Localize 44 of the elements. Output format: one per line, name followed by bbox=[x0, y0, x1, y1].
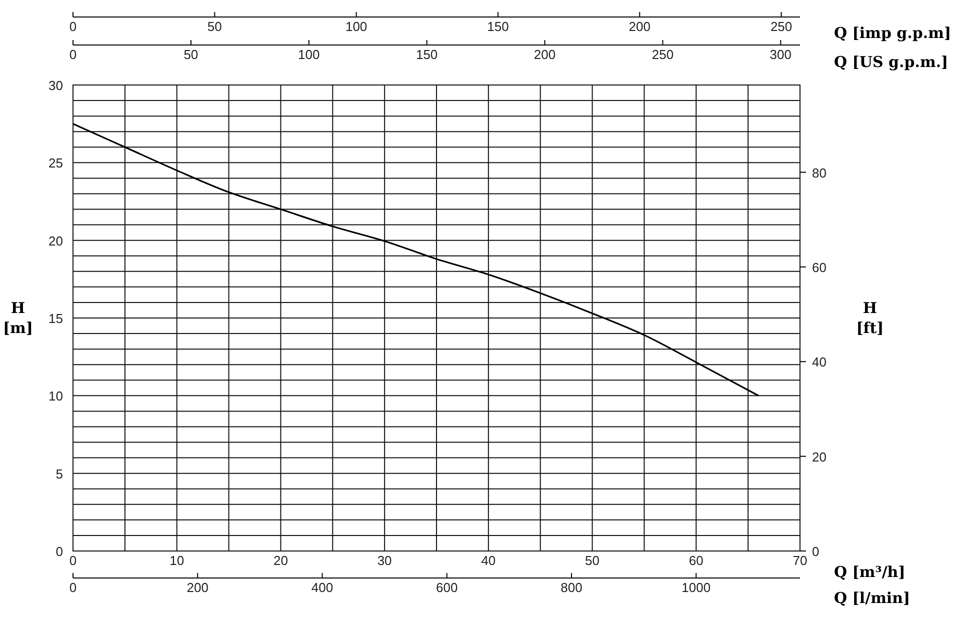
x2-tick-label: 200 bbox=[534, 47, 556, 62]
x2-axis-title: Q [imp g.p.m] bbox=[834, 24, 952, 42]
y2-tick-label: 20 bbox=[812, 449, 826, 464]
x2-tick-label: 50 bbox=[184, 47, 198, 62]
x-tick-label: 60 bbox=[688, 553, 704, 568]
y2-tick-label: 60 bbox=[812, 260, 826, 275]
y-axis-title: H [m] bbox=[2, 299, 34, 337]
y2-tick-label: 40 bbox=[812, 354, 826, 370]
x-tick-label: 40 bbox=[481, 553, 496, 568]
x-tick-label: 200 bbox=[186, 580, 208, 595]
y-tick-label: 15 bbox=[48, 311, 63, 326]
x2-tick-label: 150 bbox=[487, 19, 509, 34]
y-tick-label: 10 bbox=[48, 388, 63, 404]
x-tick-label: 600 bbox=[436, 580, 458, 595]
x2-tick-label: 0 bbox=[69, 19, 77, 34]
x2-axis-title: Q [US g.p.m.] bbox=[834, 53, 948, 71]
x2-tick-label: 300 bbox=[770, 47, 792, 62]
x2-tick-label: 250 bbox=[770, 19, 792, 34]
x-tick-label: 10 bbox=[170, 553, 184, 568]
x-tick-label: 1000 bbox=[682, 580, 711, 595]
x-tick-label: 50 bbox=[585, 553, 600, 568]
x2-tick-label: 200 bbox=[628, 19, 650, 34]
x-tick-label: 400 bbox=[311, 580, 334, 595]
x-tick-label: 0 bbox=[69, 580, 77, 595]
x-axis-title: Q [m³/h] bbox=[834, 563, 906, 581]
x2-tick-label: 150 bbox=[416, 47, 438, 62]
x-axis-title: Q [l/min] bbox=[834, 589, 910, 607]
x2-tick-label: 100 bbox=[345, 19, 368, 34]
x2-tick-label: 100 bbox=[298, 47, 320, 62]
x-tick-label: 20 bbox=[273, 553, 288, 568]
x2-tick-label: 0 bbox=[69, 47, 77, 62]
y2-tick-label: 80 bbox=[812, 165, 826, 180]
y-tick-label: 25 bbox=[48, 156, 63, 171]
x-tick-label: 30 bbox=[377, 553, 392, 568]
y2-axis-title: H [ft] bbox=[856, 299, 884, 337]
x2-tick-label: 250 bbox=[652, 47, 674, 62]
x2-tick-label: 50 bbox=[207, 19, 222, 34]
y-tick-label: 5 bbox=[56, 466, 63, 482]
y-tick-label: 30 bbox=[48, 78, 63, 93]
line-series bbox=[72, 123, 760, 396]
x-tick-label: 70 bbox=[792, 553, 808, 568]
x-tick-label: 800 bbox=[560, 580, 582, 595]
y-tick-label: 20 bbox=[48, 233, 63, 248]
x-tick-label: 0 bbox=[69, 553, 77, 568]
